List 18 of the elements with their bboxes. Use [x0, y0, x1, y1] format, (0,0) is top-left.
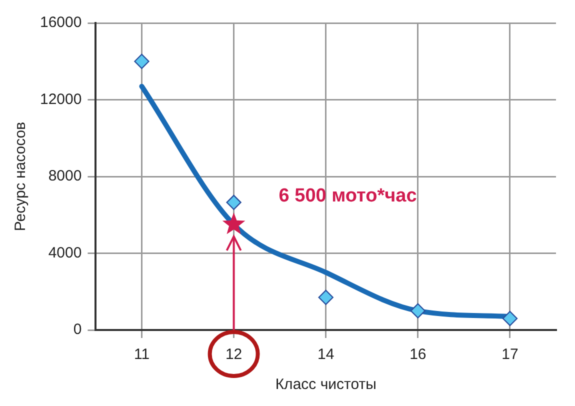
y-axis-title: Ресурс насосов [12, 122, 30, 232]
point [226, 194, 242, 210]
point [410, 303, 426, 318]
y-tick-label: 16000 [40, 14, 82, 32]
point [502, 310, 518, 326]
point [318, 290, 334, 305]
y-tick-label: 4000 [48, 244, 82, 262]
y-tick-label: 12000 [40, 90, 82, 108]
x-tick-label: 16 [410, 346, 426, 364]
y-tick-label: 8000 [48, 168, 82, 185]
x-tick-label: 14 [318, 346, 334, 364]
x-tick-label: 17 [502, 346, 518, 364]
x-tick-label: 12 [225, 346, 242, 364]
x-axis-title: Класс чистоты [275, 376, 376, 394]
annotation: 6 500 мото*час [278, 186, 418, 207]
y-tick-label: 0 [73, 321, 82, 338]
x-tick-label: 11 [134, 346, 150, 364]
point [134, 54, 150, 69]
